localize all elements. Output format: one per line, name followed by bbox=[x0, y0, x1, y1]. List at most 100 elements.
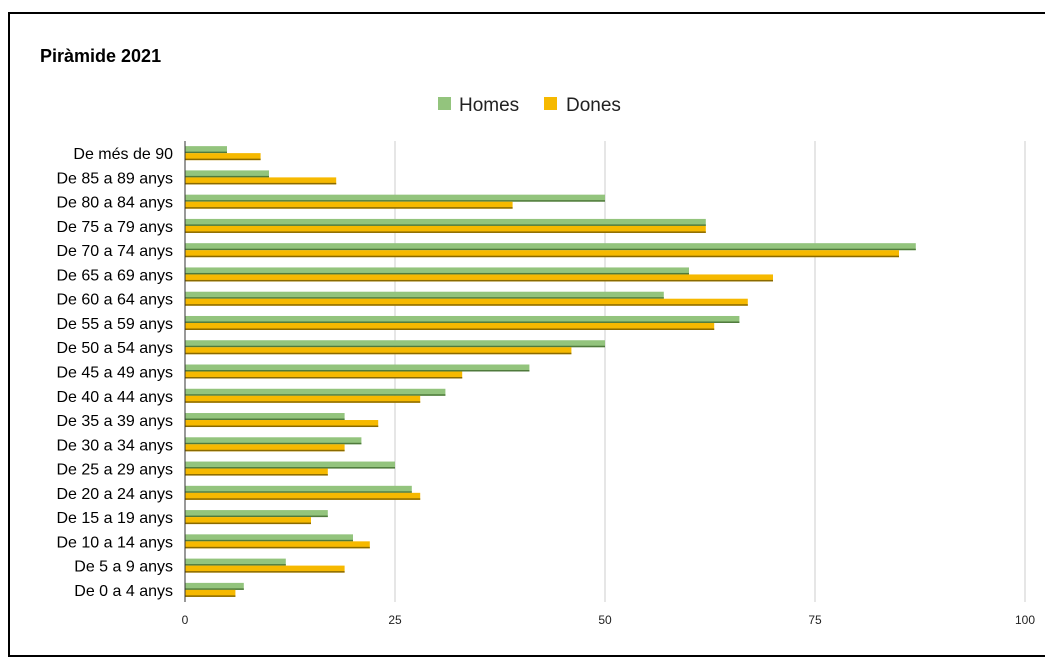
bar-fill bbox=[185, 146, 227, 154]
bar-homes bbox=[185, 461, 395, 469]
bar-fill bbox=[185, 225, 706, 233]
bar-homes bbox=[185, 437, 362, 445]
bar-shadow bbox=[185, 345, 605, 348]
bar-shadow bbox=[185, 248, 916, 251]
bar-fill bbox=[185, 340, 605, 348]
bar-fill bbox=[185, 364, 530, 372]
category-label: De 60 a 64 anys bbox=[56, 292, 173, 309]
bar-shadow bbox=[185, 515, 328, 518]
bar-fill bbox=[185, 517, 311, 525]
bar-shadow bbox=[185, 595, 236, 597]
bar-shadow bbox=[185, 491, 412, 493]
bar-fill bbox=[185, 201, 513, 209]
bar-shadow bbox=[185, 151, 227, 154]
bar-fill bbox=[185, 395, 421, 403]
bar-fill bbox=[185, 582, 244, 590]
bar-homes bbox=[185, 170, 269, 178]
bar-shadow bbox=[185, 158, 261, 161]
bar-shadow bbox=[185, 546, 370, 549]
bar-fill bbox=[185, 444, 345, 452]
x-tick-label: 50 bbox=[598, 613, 612, 627]
bar-dones bbox=[185, 347, 572, 355]
category-label: De 45 a 49 anys bbox=[56, 365, 173, 382]
bar-fill bbox=[185, 485, 412, 493]
legend-swatch-dones bbox=[544, 97, 557, 110]
bar-fill bbox=[185, 510, 328, 518]
category-label: De 55 a 59 anys bbox=[56, 316, 173, 333]
bar-homes bbox=[185, 485, 412, 493]
category-labels: De més de 90 De 85 a 89 anys De 80 a 84 an… bbox=[56, 146, 173, 600]
x-tick-label: 75 bbox=[808, 613, 822, 627]
x-tick-label: 25 bbox=[388, 613, 402, 627]
bar-homes bbox=[185, 267, 689, 275]
bar-fill bbox=[185, 267, 689, 275]
bar-fill bbox=[185, 274, 773, 282]
category-label: De 75 a 79 anys bbox=[56, 219, 173, 236]
bar-fill bbox=[185, 413, 345, 421]
bar-dones bbox=[185, 250, 899, 258]
bar-shadow bbox=[185, 377, 463, 379]
bar-shadow bbox=[185, 304, 748, 306]
bar-shadow bbox=[185, 255, 899, 258]
x-tick-label: 0 bbox=[182, 613, 189, 627]
x-tick-labels: 0 25 50 75 100 bbox=[182, 613, 1036, 627]
bar-shadow bbox=[185, 571, 345, 573]
bar-homes bbox=[185, 291, 664, 299]
bar-dones bbox=[185, 201, 513, 209]
bar-dones bbox=[185, 517, 311, 525]
bar-dones bbox=[185, 589, 236, 597]
bar-shadow bbox=[185, 442, 362, 445]
bar-dones bbox=[185, 492, 421, 500]
bar-fill bbox=[185, 322, 715, 330]
category-label: De 65 a 69 anys bbox=[56, 267, 173, 284]
bar-fill bbox=[185, 388, 446, 396]
bar-shadow bbox=[185, 370, 530, 372]
bar-fill bbox=[185, 218, 706, 226]
bar-homes bbox=[185, 194, 605, 202]
category-label: De 85 a 89 anys bbox=[56, 170, 173, 187]
bar-dones bbox=[185, 371, 463, 379]
bar-homes bbox=[185, 534, 353, 542]
bar-shadow bbox=[185, 588, 244, 590]
bar-fill bbox=[185, 153, 261, 161]
bar-dones bbox=[185, 177, 337, 185]
chart-title: Piràmide 2021 bbox=[40, 46, 162, 66]
bar-shadow bbox=[185, 200, 605, 202]
bars bbox=[185, 146, 916, 597]
bar-fill bbox=[185, 250, 899, 258]
category-label: De més de 90 bbox=[73, 146, 173, 163]
bar-homes bbox=[185, 510, 328, 518]
category-label: De 20 a 24 anys bbox=[56, 486, 173, 503]
legend-label-dones: Dones bbox=[566, 95, 621, 116]
bar-dones bbox=[185, 468, 328, 476]
legend-label-homes: Homes bbox=[459, 95, 519, 116]
category-label: De 10 a 14 anys bbox=[56, 534, 173, 551]
bar-fill bbox=[185, 558, 286, 566]
bar-shadow bbox=[185, 224, 706, 226]
bar-homes bbox=[185, 558, 286, 566]
bar-homes bbox=[185, 146, 227, 154]
bar-dones bbox=[185, 420, 379, 428]
bar-dones bbox=[185, 274, 773, 282]
bar-homes bbox=[185, 218, 706, 226]
x-tick-label: 100 bbox=[1015, 613, 1035, 627]
bar-fill bbox=[185, 565, 345, 573]
bar-shadow bbox=[185, 401, 421, 403]
bar-dones bbox=[185, 444, 345, 452]
category-label: De 30 a 34 anys bbox=[56, 437, 173, 454]
bar-shadow bbox=[185, 328, 715, 330]
bar-shadow bbox=[185, 321, 740, 323]
bar-dones bbox=[185, 153, 261, 161]
bar-shadow bbox=[185, 564, 286, 566]
bar-fill bbox=[185, 315, 740, 323]
bar-fill bbox=[185, 541, 370, 549]
bar-shadow bbox=[185, 272, 689, 275]
category-label: De 5 a 9 anys bbox=[74, 559, 173, 576]
bar-fill bbox=[185, 291, 664, 299]
bar-shadow bbox=[185, 449, 345, 452]
bar-shadow bbox=[185, 175, 269, 178]
bar-shadow bbox=[185, 522, 311, 525]
bar-shadow bbox=[185, 297, 664, 299]
category-label: De 25 a 29 anys bbox=[56, 462, 173, 479]
